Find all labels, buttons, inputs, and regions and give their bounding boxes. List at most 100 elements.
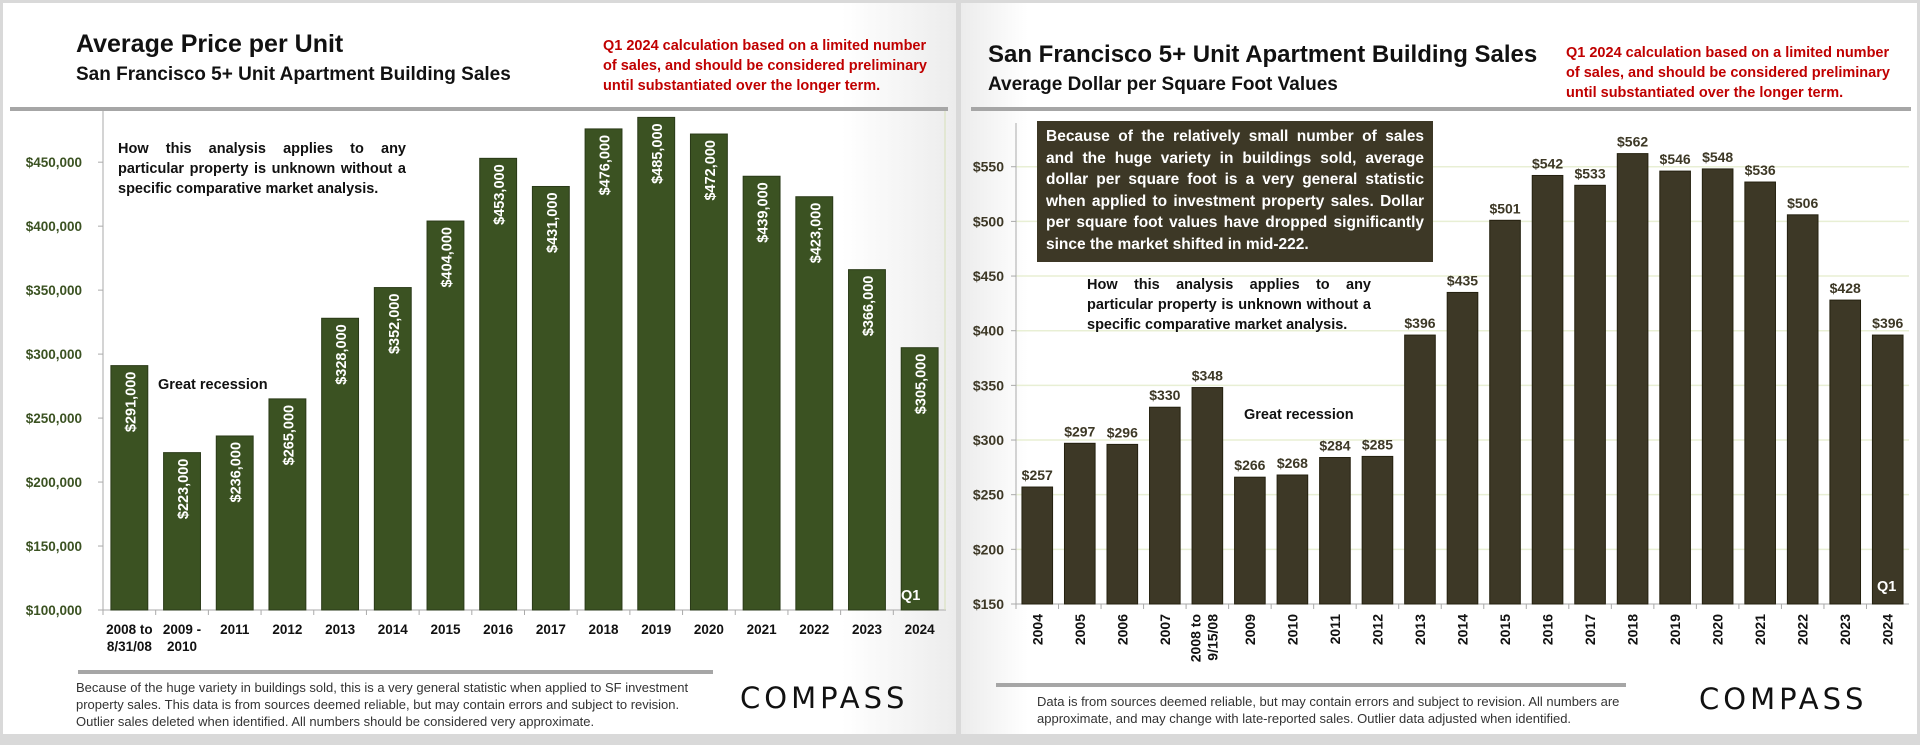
right-bar: [1871, 334, 1904, 605]
right-x-tick-label: 2010: [1284, 614, 1300, 645]
right-bar: [1744, 181, 1776, 605]
left-footer-note: Because of the huge variety in buildings…: [76, 680, 689, 729]
left-bar: [848, 269, 886, 611]
right-bar-value-label: $268: [1277, 455, 1308, 471]
left-bar: [373, 287, 412, 611]
right-x-tick-label: 2004: [1029, 614, 1045, 645]
left-bar: [321, 317, 360, 611]
right-x-tick-label: 2015: [1497, 614, 1513, 645]
left-y-tick-label: $200,000: [26, 475, 82, 490]
right-y-tick-label: $550: [973, 159, 1004, 175]
right-bar-value-label: $536: [1745, 162, 1776, 178]
left-chart-subtitle: San Francisco 5+ Unit Apartment Building…: [76, 64, 511, 85]
left-x-tick-label: 2012: [272, 622, 302, 637]
left-bar-value-label: $265,000: [281, 405, 297, 465]
left-bar: [584, 128, 623, 611]
left-y-tick-label: $100,000: [26, 603, 82, 618]
right-bar: [1361, 455, 1394, 605]
right-x-tick-label: 2018: [1625, 614, 1641, 645]
left-y-tick-label: $150,000: [26, 539, 82, 554]
right-bar: [1149, 406, 1181, 605]
left-bar-value-label: $366,000: [861, 276, 877, 336]
right-footer-note: Data is from sources deemed reliable, bu…: [1037, 694, 1620, 726]
right-chart-title: San Francisco 5+ Unit Apartment Building…: [988, 41, 1538, 68]
dollar-per-sqft-chart: $257 $297 $296 $330 $348 $266 $268 $284 $285 $396…: [971, 107, 1911, 662]
right-bar: [1531, 174, 1564, 605]
left-bar: [742, 175, 781, 611]
right-bar: [1489, 219, 1521, 605]
right-y-tick-label: $250: [973, 487, 1004, 503]
right-bar-value-label: $257: [1022, 467, 1053, 483]
left-bar: [215, 435, 254, 611]
right-bar: [1276, 474, 1309, 605]
right-x-tick-label: 2014: [1455, 614, 1471, 645]
left-bar-value-label: $328,000: [334, 324, 350, 384]
right-bar: [1701, 168, 1734, 605]
right-y-tick-label: $200: [973, 541, 1004, 557]
left-x-tick-label: 2022: [799, 622, 829, 637]
left-bar-value-label: $476,000: [598, 135, 614, 195]
left-analysis-note: How this analysis applies to any particu…: [118, 141, 406, 197]
right-x-tick-label: 2022: [1795, 614, 1811, 645]
right-bar: [1659, 170, 1691, 605]
right-bar-value-label: $501: [1489, 200, 1520, 216]
left-bar-value-label: $404,000: [439, 227, 455, 287]
right-x-tick-label: 2011: [1327, 614, 1343, 645]
compass-logo: COMPASS: [1699, 682, 1868, 716]
right-bar-value-label: $546: [1660, 151, 1691, 167]
left-bar: [163, 452, 201, 611]
left-bar: [531, 185, 570, 611]
right-bar: [1446, 291, 1479, 605]
right-x-tick-label: 2008 to: [1187, 614, 1203, 662]
right-y-tick-label: $350: [973, 377, 1004, 393]
right-x-tick-label: 2009: [1242, 614, 1258, 645]
left-y-tick-label: $250,000: [26, 411, 82, 426]
left-x-tick-label: 2009 -: [163, 622, 201, 637]
right-y-tick-label: $450: [973, 268, 1004, 284]
price-per-unit-chart: $291,000 $223,000 $236,000 $265,000 $328,000…: [10, 107, 948, 654]
left-bar-value-label: $485,000: [650, 123, 666, 183]
left-x-tick-label: 2024: [905, 622, 936, 637]
right-y-tick-label: $400: [973, 323, 1004, 339]
left-y-tick-label: $400,000: [26, 219, 82, 234]
left-q1-label: Q1: [901, 588, 921, 604]
right-bar-value-label: $266: [1234, 457, 1265, 473]
left-bar: [689, 133, 728, 611]
right-bar-value-label: $396: [1404, 315, 1435, 331]
right-bar: [1786, 214, 1819, 605]
left-bar: [637, 116, 676, 611]
left-x-tick-label: 2015: [430, 622, 461, 637]
right-x-tick-label: 2019: [1667, 614, 1683, 645]
left-great-recession-label: Great recession: [158, 377, 268, 393]
right-bar: [1616, 153, 1649, 605]
right-chart-subtitle: Average Dollar per Square Foot Values: [988, 74, 1338, 95]
right-summary-box: Because of the relatively small number o…: [1037, 121, 1433, 262]
right-footer-rule: [996, 683, 1626, 687]
left-bar-value-label: $423,000: [808, 203, 824, 263]
compass-logo: COMPASS: [740, 681, 909, 715]
left-x-tick-label: 2020: [694, 622, 724, 637]
right-bar-value-label: $330: [1149, 387, 1180, 403]
left-bar-value-label: $439,000: [756, 182, 772, 242]
left-bar-value-label: $223,000: [176, 459, 192, 519]
right-x-tick-label: 2007: [1157, 614, 1173, 645]
right-bar-value-label: $297: [1064, 423, 1095, 439]
right-bar-value-label: $506: [1787, 195, 1818, 211]
right-x-tick-label: 2021: [1752, 614, 1768, 645]
right-x-tick-label: 2006: [1114, 614, 1130, 645]
right-x-tick-label: 2013: [1412, 614, 1428, 645]
right-great-recession-label: Great recession: [1244, 407, 1354, 423]
right-x-tick-label: 2024: [1880, 614, 1896, 645]
left-x-tick-label: 2019: [641, 622, 671, 637]
right-bar-value-label: $296: [1107, 424, 1138, 440]
left-bar: [479, 157, 518, 611]
left-x-tick-label: 2011: [220, 622, 250, 637]
right-preliminary-note: Q1 2024 calculation based on a limited n…: [1566, 45, 1890, 101]
right-y-tick-label: $150: [973, 596, 1004, 612]
left-bar: [110, 365, 149, 611]
left-y-tick-label: $300,000: [26, 347, 82, 362]
left-bar-value-label: $453,000: [492, 164, 508, 224]
right-y-tick-label: $500: [973, 213, 1004, 229]
right-x-tick-label: 2016: [1540, 614, 1556, 645]
left-bar-value-label: $431,000: [545, 192, 561, 252]
